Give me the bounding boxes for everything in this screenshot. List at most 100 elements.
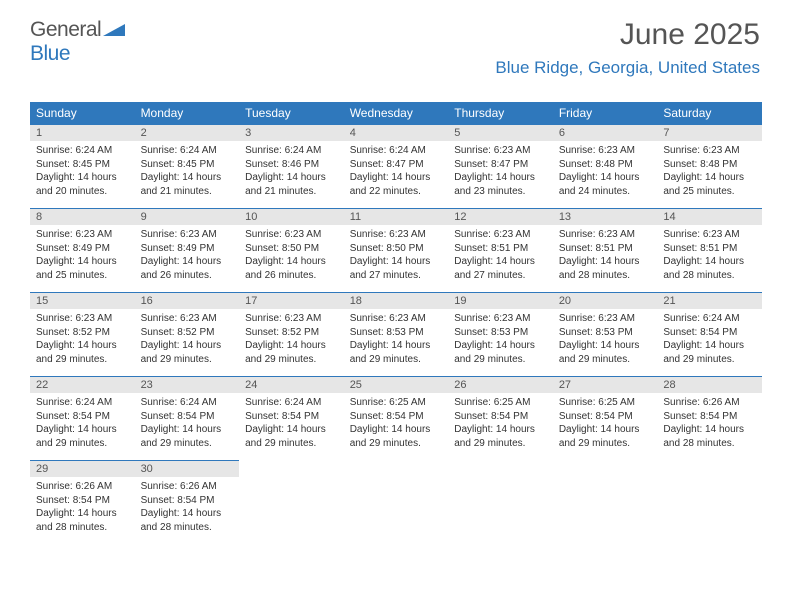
weekday-header: Wednesday	[344, 102, 449, 125]
day-number: 7	[657, 125, 762, 142]
day-number: 29	[30, 461, 135, 478]
day-number: 18	[344, 293, 449, 310]
logo-part1: General	[30, 18, 101, 41]
sunrise-text: Sunrise: 6:23 AM	[663, 229, 739, 240]
daylight-text: Daylight: 14 hours and 29 minutes.	[36, 340, 117, 365]
weekday-header: Tuesday	[239, 102, 344, 125]
sunset-text: Sunset: 8:54 PM	[454, 411, 528, 422]
sunrise-text: Sunrise: 6:26 AM	[36, 481, 112, 492]
sunrise-text: Sunrise: 6:24 AM	[36, 145, 112, 156]
daynum-row: 15161718192021	[30, 293, 762, 310]
day-number: 23	[135, 377, 240, 394]
day-body: Sunrise: 6:24 AM Sunset: 8:45 PM Daylight:…	[30, 141, 135, 209]
day-body: Sunrise: 6:23 AMSunset: 8:52 PMDaylight:…	[135, 309, 240, 377]
sunrise-text: Sunrise: 6:23 AM	[559, 313, 635, 324]
day-number: 27	[553, 377, 658, 394]
daylight-text: Daylight: 14 hours and 26 minutes.	[141, 256, 222, 281]
day-number: 13	[553, 209, 658, 226]
day-number: 25	[344, 377, 449, 394]
day-number: 16	[135, 293, 240, 310]
sunset-text: Sunset: 8:45 PM	[36, 159, 110, 170]
sunrise-text: Sunrise: 6:23 AM	[559, 229, 635, 240]
day-body: Sunrise: 6:24 AMSunset: 8:54 PMDaylight:…	[30, 393, 135, 461]
day-number: 9	[135, 209, 240, 226]
sunset-text: Sunset: 8:54 PM	[663, 411, 737, 422]
sunset-text: Sunset: 8:53 PM	[559, 327, 633, 338]
day-number	[239, 461, 344, 478]
daylight-text: Daylight: 14 hours and 29 minutes.	[350, 340, 431, 365]
daynum-row: 2930	[30, 461, 762, 478]
daybody-row: Sunrise: 6:24 AM Sunset: 8:54 PM Daylight:…	[30, 393, 762, 461]
sunrise-text: Sunrise: 6:23 AM	[245, 313, 321, 324]
day-number: 19	[448, 293, 553, 310]
daylight-text: Daylight: 14 hours and 29 minutes.	[141, 424, 222, 449]
day-body	[239, 477, 344, 544]
day-number: 11	[344, 209, 449, 226]
daynum-row: 22232425262728	[30, 377, 762, 394]
daylight-text: Daylight: 14 hours and 20 minutes.	[36, 172, 117, 197]
weekday-header: Saturday	[657, 102, 762, 125]
sunset-text: Sunset: 8:54 PM	[663, 327, 737, 338]
day-body: Sunrise: 6:23 AMSunset: 8:48 PMDaylight:…	[553, 141, 658, 209]
sunrise-text: Sunrise: 6:24 AM	[36, 397, 112, 408]
weekday-header: Sunday	[30, 102, 135, 125]
day-number	[448, 461, 553, 478]
day-number: 12	[448, 209, 553, 226]
day-body: Sunrise: 6:23 AMSunset: 8:53 PMDaylight:…	[344, 309, 449, 377]
sunrise-text: Sunrise: 6:23 AM	[350, 229, 426, 240]
day-number	[344, 461, 449, 478]
day-number: 10	[239, 209, 344, 226]
day-number: 22	[30, 377, 135, 394]
day-number: 8	[30, 209, 135, 226]
day-number: 15	[30, 293, 135, 310]
daybody-row: Sunrise: 6:23 AM Sunset: 8:49 PM Daylight:…	[30, 225, 762, 293]
sunset-text: Sunset: 8:50 PM	[350, 243, 424, 254]
daybody-row: Sunrise: 6:26 AM Sunset: 8:54 PM Daylight:…	[30, 477, 762, 544]
calendar-table: Sunday Monday Tuesday Wednesday Thursday…	[30, 102, 762, 544]
day-body	[553, 477, 658, 544]
logo-part2: Blue	[30, 42, 70, 65]
logo: General Blue	[30, 18, 125, 66]
sunrise-text: Sunrise: 6:23 AM	[454, 313, 530, 324]
sunset-text: Sunset: 8:45 PM	[141, 159, 215, 170]
day-body: Sunrise: 6:23 AM Sunset: 8:53 PM Daylight:…	[553, 309, 658, 377]
daylight-text: Daylight: 14 hours and 29 minutes.	[245, 424, 326, 449]
day-body: Sunrise: 6:25 AMSunset: 8:54 PMDaylight:…	[344, 393, 449, 461]
sunset-text: Sunset: 8:47 PM	[454, 159, 528, 170]
daynum-row: 1234567	[30, 125, 762, 142]
day-number	[553, 461, 658, 478]
sunset-text: Sunset: 8:54 PM	[36, 495, 110, 506]
sunrise-text: Sunrise: 6:23 AM	[454, 145, 530, 156]
daylight-text: Daylight: 14 hours and 21 minutes.	[141, 172, 222, 197]
daylight-text: Daylight: 14 hours and 28 minutes.	[559, 256, 640, 281]
daylight-text: Daylight: 14 hours and 21 minutes.	[245, 172, 326, 197]
sunset-text: Sunset: 8:54 PM	[141, 411, 215, 422]
sunrise-text: Sunrise: 6:23 AM	[454, 229, 530, 240]
sunset-text: Sunset: 8:49 PM	[36, 243, 110, 254]
sunset-text: Sunset: 8:48 PM	[663, 159, 737, 170]
daylight-text: Daylight: 14 hours and 28 minutes.	[36, 508, 117, 533]
day-body: Sunrise: 6:25 AMSunset: 8:54 PMDaylight:…	[448, 393, 553, 461]
daylight-text: Daylight: 14 hours and 28 minutes.	[663, 424, 744, 449]
sunset-text: Sunset: 8:48 PM	[559, 159, 633, 170]
day-body: Sunrise: 6:26 AMSunset: 8:54 PMDaylight:…	[657, 393, 762, 461]
sunset-text: Sunset: 8:54 PM	[559, 411, 633, 422]
day-number: 3	[239, 125, 344, 142]
daylight-text: Daylight: 14 hours and 27 minutes.	[454, 256, 535, 281]
day-body	[448, 477, 553, 544]
daylight-text: Daylight: 14 hours and 29 minutes.	[36, 424, 117, 449]
daylight-text: Daylight: 14 hours and 29 minutes.	[663, 340, 744, 365]
day-body: Sunrise: 6:23 AMSunset: 8:52 PMDaylight:…	[30, 309, 135, 377]
daylight-text: Daylight: 14 hours and 29 minutes.	[559, 340, 640, 365]
day-body: Sunrise: 6:24 AMSunset: 8:54 PMDaylight:…	[239, 393, 344, 461]
sunrise-text: Sunrise: 6:23 AM	[141, 313, 217, 324]
day-body	[344, 477, 449, 544]
sunset-text: Sunset: 8:46 PM	[245, 159, 319, 170]
daylight-text: Daylight: 14 hours and 29 minutes.	[454, 424, 535, 449]
day-number: 6	[553, 125, 658, 142]
sunset-text: Sunset: 8:50 PM	[245, 243, 319, 254]
daybody-row: Sunrise: 6:23 AMSunset: 8:52 PMDaylight:…	[30, 309, 762, 377]
day-body: Sunrise: 6:23 AMSunset: 8:49 PMDaylight:…	[30, 225, 135, 293]
sunrise-text: Sunrise: 6:24 AM	[245, 145, 321, 156]
sunrise-text: Sunrise: 6:25 AM	[350, 397, 426, 408]
